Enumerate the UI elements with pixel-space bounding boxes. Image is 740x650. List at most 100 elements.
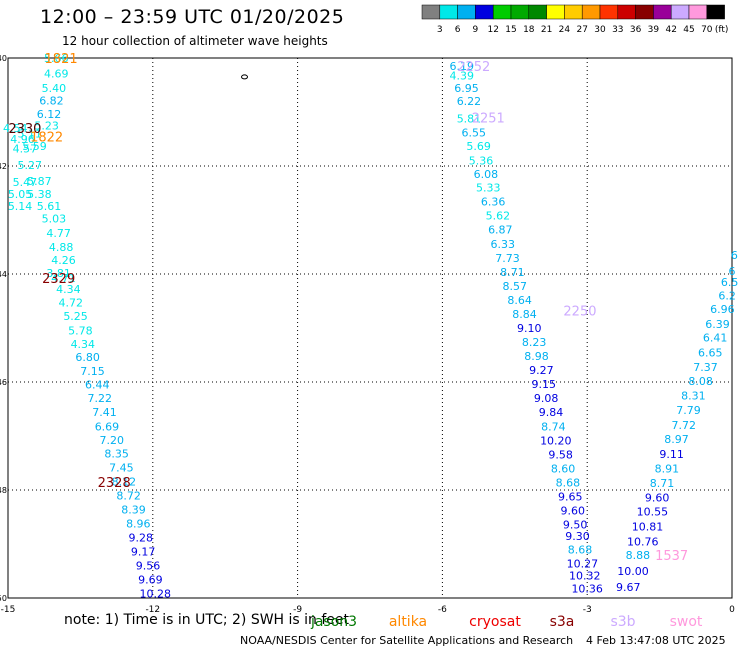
wave-height-point: 9.84 <box>539 406 564 419</box>
wave-height-point: 6.39 <box>705 318 730 331</box>
color-scale-unit: (ft) <box>715 25 729 35</box>
wave-height-point: 8.71 <box>650 477 675 490</box>
pass-number-label: 2250 <box>563 305 596 320</box>
credit-line: NOAA/NESDIS Center for Satellite Applica… <box>240 634 574 647</box>
wave-height-point: 5.47 <box>13 176 38 189</box>
wave-height-point: 10.27 <box>567 557 599 570</box>
y-tick-label: -46 <box>0 378 7 387</box>
mission-legend-item: cryosat <box>469 614 521 630</box>
wave-height-point: 5.03 <box>42 212 67 225</box>
wave-height-point: 9.15 <box>532 378 557 391</box>
wave-height-point: 6 <box>731 249 738 262</box>
wave-height-point: 7.20 <box>100 434 125 447</box>
wave-height-point: 10.00 <box>617 565 649 578</box>
wave-height-point: 8.35 <box>104 447 129 460</box>
mission-legend-item: jason3 <box>310 614 357 630</box>
wave-height-point: 8.08 <box>688 375 713 388</box>
color-scale-tick: 30 <box>594 25 606 35</box>
wave-height-point: 4.34 <box>56 283 81 296</box>
wave-height-point: 5.11 <box>17 128 42 141</box>
wave-height-point: 8.23 <box>522 336 547 349</box>
wave-height-point: 5.81 <box>457 112 482 125</box>
wave-height-point: 5.27 <box>17 159 42 172</box>
wave-height-point: 5.40 <box>42 82 67 95</box>
color-scale-tick: 24 <box>559 25 571 35</box>
wave-height-point: 8.98 <box>524 350 549 363</box>
pass-number-label: 1822 <box>30 130 63 145</box>
wave-height-point: 4.39 <box>449 69 474 82</box>
wave-height-point: 10.76 <box>627 535 659 548</box>
color-scale-tick: 33 <box>612 25 623 35</box>
color-scale-tick: 9 <box>473 25 479 35</box>
pass-number-label: 2330 <box>8 122 41 137</box>
wave-height-point: 5.69 <box>466 140 491 153</box>
wave-height-point: 10.55 <box>637 506 669 519</box>
y-tick-label: -50 <box>0 594 7 603</box>
wave-height-point: 6.33 <box>490 238 515 251</box>
wave-height-point: 9.17 <box>131 546 156 559</box>
wave-height-point: 8.12 <box>112 475 137 488</box>
wave-height-point: 4.96 <box>10 133 35 146</box>
wave-height-point: 9.50 <box>563 519 588 532</box>
wave-height-point: 9.11 <box>659 448 684 461</box>
wave-height-point: 7.72 <box>671 419 696 432</box>
wave-height-point: 4.77 <box>46 227 71 240</box>
y-tick-label: -40 <box>0 54 7 63</box>
wave-height-point: 8.84 <box>512 308 537 321</box>
wave-height-point: 8.31 <box>681 390 706 403</box>
x-tick-label: -3 <box>583 605 592 615</box>
mission-legend-item: s3a <box>550 614 575 630</box>
wave-height-point: 4.54 <box>3 122 28 135</box>
wave-height-point: 8.68 <box>568 543 593 556</box>
y-tick-label: -44 <box>0 270 7 279</box>
wave-height-point: 6.65 <box>698 346 723 359</box>
wave-height-point: 7.79 <box>676 404 701 417</box>
wave-height-point: 10.20 <box>540 434 572 447</box>
data-points: 5.66 4.695.406.826.125.23 4.544.965.11 4.57… <box>3 52 738 601</box>
wave-height-point: 5.78 <box>68 325 93 338</box>
mission-legend-item: altika <box>389 614 427 630</box>
wave-height-point: 6.95 <box>454 82 479 95</box>
wave-height-point: 7.37 <box>693 361 718 374</box>
color-swatch <box>706 4 725 20</box>
x-tick-label: -9 <box>293 605 302 615</box>
pass-number-label: 2252 <box>457 60 490 75</box>
color-scale-tick: 6 <box>455 25 461 35</box>
color-scale-legend: 3 6 9 12 15 18 21 24 27 30 33 36 39 42 45 70 (ft) <box>421 4 729 35</box>
wave-height-point: 8.88 <box>626 549 651 562</box>
chart-subtitle: 12 hour collection of altimeter wave hei… <box>62 34 328 48</box>
color-scale-tick: 42 <box>665 25 676 35</box>
wave-height-point: 6 <box>729 265 736 278</box>
color-scale-tick: 12 <box>487 25 498 35</box>
wave-height-point: 9.60 <box>560 505 585 518</box>
plot-frame <box>7 57 733 599</box>
wave-height-point: 6.69 <box>95 420 120 433</box>
wave-height-point: 5.23 <box>34 120 59 133</box>
color-scale-tick: 18 <box>523 25 535 35</box>
wave-height-point: 8.68 <box>556 476 581 489</box>
wave-height-point: 7.41 <box>92 406 117 419</box>
wave-height-point: 3.81 <box>46 267 71 280</box>
wave-height-point: 8.91 <box>655 462 680 475</box>
island-outline <box>241 74 249 80</box>
x-tick-label: -6 <box>438 605 447 615</box>
wave-height-point: 7.45 <box>109 461 134 474</box>
wave-height-point: 4.57 <box>13 143 38 156</box>
wave-height-point: 9.27 <box>529 364 554 377</box>
wave-height-point: 8.60 <box>551 462 576 475</box>
y-tick-label: -42 <box>0 162 7 171</box>
wave-height-point: 4.88 <box>49 241 74 254</box>
wave-height-point: 9.08 <box>534 392 559 405</box>
pass-number-label: 1821 <box>45 52 78 67</box>
wave-height-point: 9.58 <box>548 448 573 461</box>
wave-height-point: 6.80 <box>75 351 100 364</box>
wave-height-point: 6.22 <box>457 95 482 108</box>
wave-height-point: 10.28 <box>139 588 171 601</box>
wave-height-point: 5.05 <box>8 188 33 201</box>
mission-legend-item: s3b <box>610 614 635 630</box>
wave-height-point: 5.59 <box>22 140 47 153</box>
wave-height-point: 6.36 <box>481 196 506 209</box>
wave-height-point: 4.69 <box>44 68 69 81</box>
pass-number-label: 2329 <box>42 272 75 287</box>
